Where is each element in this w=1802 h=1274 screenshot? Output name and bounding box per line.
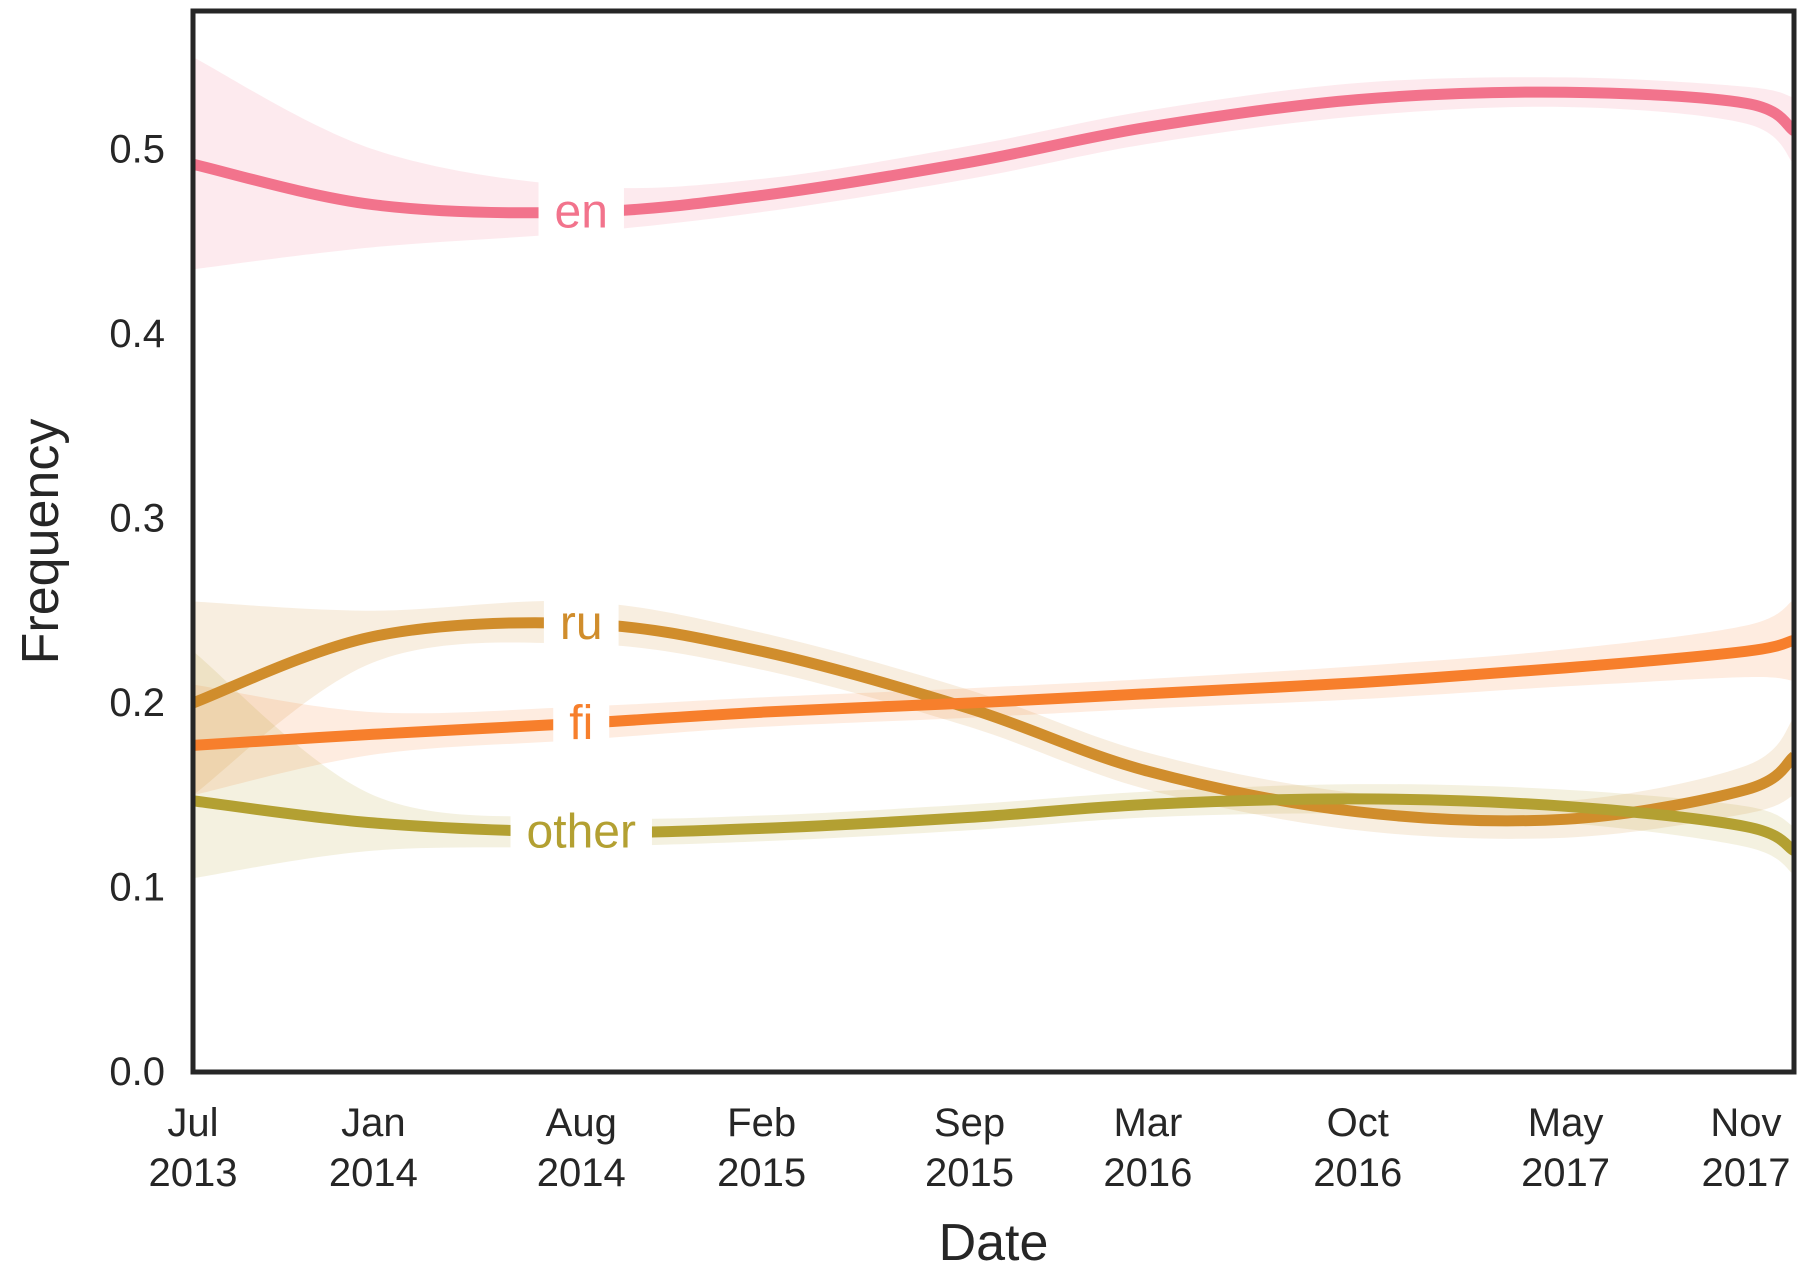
y-tick-label: 0.3 (109, 496, 165, 540)
y-tick-label: 0.0 (109, 1050, 165, 1094)
x-tick-year: 2014 (329, 1151, 418, 1195)
x-tick-label: Aug 2014 (537, 1101, 626, 1195)
x-axis-title: Date (939, 1214, 1049, 1272)
x-tick-month: Jan (341, 1101, 406, 1145)
y-tick-label: 0.4 (109, 312, 165, 356)
y-tick-label: 0.2 (109, 681, 165, 725)
series-label-ru: ru (560, 597, 603, 650)
x-tick-month: Mar (1113, 1101, 1182, 1145)
x-tick-label: Jan 2014 (329, 1101, 418, 1195)
series-lines (193, 86, 1794, 856)
x-tick-label: Feb 2015 (717, 1101, 806, 1195)
x-tick-label: Mar 2016 (1103, 1101, 1192, 1195)
x-tick-year: 2016 (1103, 1151, 1192, 1195)
x-tick-month: Aug (546, 1101, 617, 1145)
y-axis-title: Frequency (12, 419, 70, 665)
series-labels: en ru fi other (510, 179, 652, 865)
x-tick-year: 2015 (717, 1151, 806, 1195)
series-label-bg-other (510, 799, 652, 865)
confidence-bands (193, 57, 1794, 879)
y-tick-label: 0.1 (109, 865, 165, 909)
y-tick-label: 0.5 (109, 127, 165, 171)
x-tick-month: Feb (727, 1101, 796, 1145)
x-tick-year: 2016 (1313, 1151, 1402, 1195)
x-tick-month: Sep (934, 1101, 1005, 1145)
x-tick-year: 2017 (1701, 1151, 1790, 1195)
x-tick-label: Sep 2015 (925, 1101, 1014, 1195)
x-tick-year: 2017 (1521, 1151, 1610, 1195)
x-tick-label: Nov 2017 (1701, 1101, 1790, 1195)
series-label-fi: fi (569, 697, 593, 750)
x-tick-year: 2013 (149, 1151, 238, 1195)
axes: 0.0 0.1 0.2 0.3 0.4 0.5 Jul 2013 Jan 2014 Aug 2014 F… (12, 8, 1797, 1272)
x-tick-label: Jul 2013 (149, 1101, 238, 1195)
series-line-other (193, 793, 1794, 856)
series-label-bg-en (538, 179, 624, 245)
series-label-bg-ru (543, 591, 619, 657)
series-label-bg-fi (553, 690, 610, 756)
series-line-fi (193, 634, 1794, 751)
x-tick-label: Oct 2016 (1313, 1101, 1402, 1195)
x-tick-month: Nov (1710, 1101, 1781, 1145)
x-tick-year: 2015 (925, 1151, 1014, 1195)
series-label-other: other (527, 806, 636, 859)
x-tick-year: 2014 (537, 1151, 626, 1195)
series-line-ru (193, 617, 1794, 827)
plot-frame (190, 8, 1797, 1075)
x-tick-month: Jul (167, 1101, 218, 1145)
x-tick-label: May 2017 (1521, 1101, 1610, 1195)
series-label-en: en (555, 186, 608, 239)
series-line-en (193, 86, 1794, 219)
x-tick-month: May (1528, 1101, 1604, 1145)
x-tick-month: Oct (1327, 1101, 1389, 1145)
